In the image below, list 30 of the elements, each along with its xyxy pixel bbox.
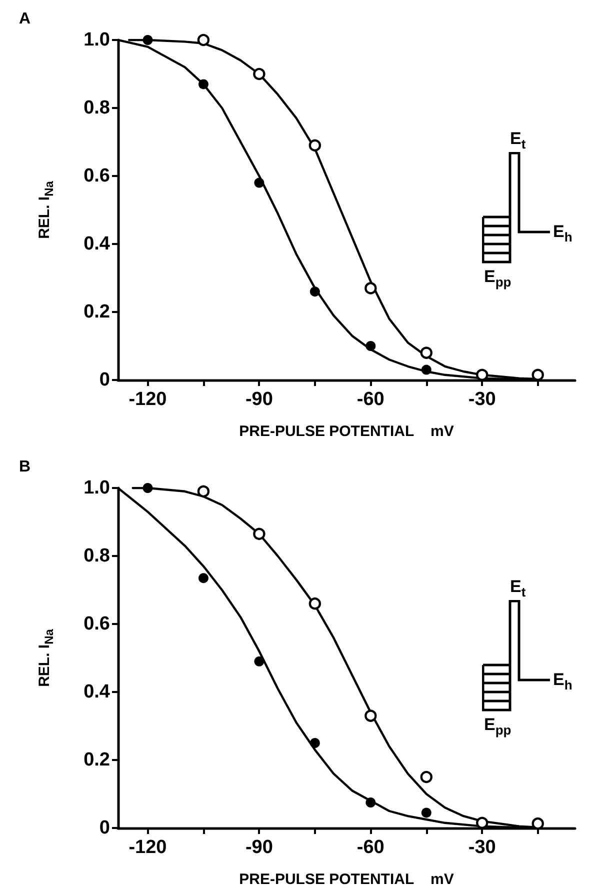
x-tick-label: -30 xyxy=(468,837,496,858)
y-tick-label: 0.8 xyxy=(84,546,110,566)
y-tick-label: 0.8 xyxy=(84,98,110,118)
x-tick-label: -120 xyxy=(128,389,167,410)
annotation: E$_{h}$ xyxy=(553,222,572,244)
x-tick-label: -60 xyxy=(356,837,384,858)
y-tick-label: 0.4 xyxy=(84,682,110,702)
y-tick-label: 0 xyxy=(99,370,110,390)
x-axis-title: PRE-PULSE POTENTIAL mV xyxy=(239,871,454,888)
y-tick-label: 0.6 xyxy=(84,614,110,634)
chart-title: B xyxy=(19,458,31,476)
y-tick-label: 0.6 xyxy=(84,166,110,186)
x-tick-label: -60 xyxy=(356,389,384,410)
y-tick-label: 1.0 xyxy=(84,478,110,498)
y-tick-label: 0.2 xyxy=(84,302,110,322)
x-tick-label: -90 xyxy=(245,389,273,410)
annotation: E$_{t}$ xyxy=(510,129,526,152)
annotation: E$_{t}$ xyxy=(510,577,526,600)
y-tick-label: 0 xyxy=(99,818,110,838)
y-tick-label: 0.4 xyxy=(84,234,110,254)
y-tick-label: 0.2 xyxy=(84,750,110,770)
y-tick-label: 1.0 xyxy=(84,30,110,50)
annotation: E$_{pp}$ xyxy=(484,267,512,290)
annotation: E$_{h}$ xyxy=(553,670,572,692)
x-tick-label: -30 xyxy=(468,389,496,410)
chart-title: A xyxy=(19,10,31,28)
x-tick-label: -90 xyxy=(245,837,273,858)
x-axis-title: PRE-PULSE POTENTIAL mV xyxy=(239,423,454,440)
annotation: E$_{pp}$ xyxy=(484,715,512,738)
x-tick-label: -120 xyxy=(128,837,167,858)
